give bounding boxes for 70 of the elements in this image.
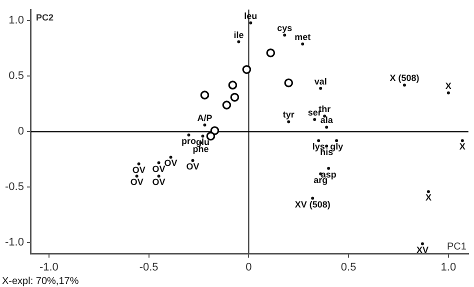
point	[222, 100, 232, 110]
annotation: OV	[186, 162, 200, 172]
point	[242, 65, 252, 74]
point	[311, 196, 314, 200]
annotation: met	[294, 32, 311, 42]
annotation: OV	[152, 177, 166, 188]
point	[230, 92, 240, 102]
point	[169, 156, 172, 159]
annotation: OV	[130, 177, 144, 188]
point	[325, 126, 328, 129]
point	[191, 159, 194, 162]
annotation: X	[445, 80, 452, 91]
point	[284, 78, 294, 88]
y-tick-label: -1.0	[4, 236, 24, 249]
point	[249, 21, 252, 24]
point	[137, 162, 140, 166]
point	[446, 91, 450, 94]
annotation: asp	[320, 169, 337, 180]
point	[283, 34, 286, 37]
point	[203, 124, 206, 127]
point	[335, 139, 338, 142]
point	[157, 174, 160, 178]
x-tick-label: 0	[246, 261, 252, 274]
annotation: pro	[182, 136, 197, 146]
point	[313, 118, 316, 121]
point	[420, 242, 424, 246]
point	[266, 48, 276, 58]
annotation: val	[314, 76, 327, 86]
y-tick-label: -0.5	[4, 181, 24, 194]
annotation: cys	[277, 23, 292, 34]
annotation: X (508)	[390, 73, 420, 84]
point	[426, 190, 430, 194]
annotation: OV	[164, 158, 178, 168]
text: X-expl: 70%,17%	[2, 276, 79, 287]
point	[319, 86, 322, 90]
point	[317, 139, 320, 142]
y-tick-label: 0.5	[8, 70, 24, 82]
point	[187, 134, 190, 137]
annotation: XV (508)	[294, 199, 330, 210]
point	[287, 120, 290, 124]
annotation: tyr	[282, 110, 295, 120]
annotation: X	[459, 142, 466, 152]
annotation: ile	[234, 30, 244, 40]
annotation: thr	[318, 104, 332, 114]
point	[201, 134, 204, 138]
y-axis-title: PC2	[36, 12, 54, 23]
annotation: OV	[152, 164, 166, 174]
point	[228, 80, 238, 90]
point	[135, 174, 138, 178]
x-tick-label: -0.5	[139, 261, 158, 274]
annotation: A/P	[197, 113, 212, 124]
point	[200, 90, 210, 100]
annotation: OV	[132, 164, 146, 175]
annotation: ala	[320, 115, 334, 126]
y-tick-label: 0	[18, 126, 24, 138]
point	[327, 166, 330, 170]
point	[237, 40, 240, 44]
x-axis-title: PC1	[446, 242, 467, 253]
x-tick-label: 1.0	[440, 261, 456, 274]
annotation: X	[425, 192, 432, 203]
point	[157, 161, 160, 164]
point	[325, 144, 328, 148]
annotation: XV	[416, 244, 428, 255]
x-tick-label: -1.0	[39, 261, 58, 274]
point	[402, 84, 406, 87]
y-tick-label: 1.0	[8, 14, 24, 27]
x-tick-label: 0.5	[340, 261, 356, 274]
point	[301, 42, 304, 46]
annotation: gly	[330, 142, 344, 152]
point	[460, 139, 464, 142]
